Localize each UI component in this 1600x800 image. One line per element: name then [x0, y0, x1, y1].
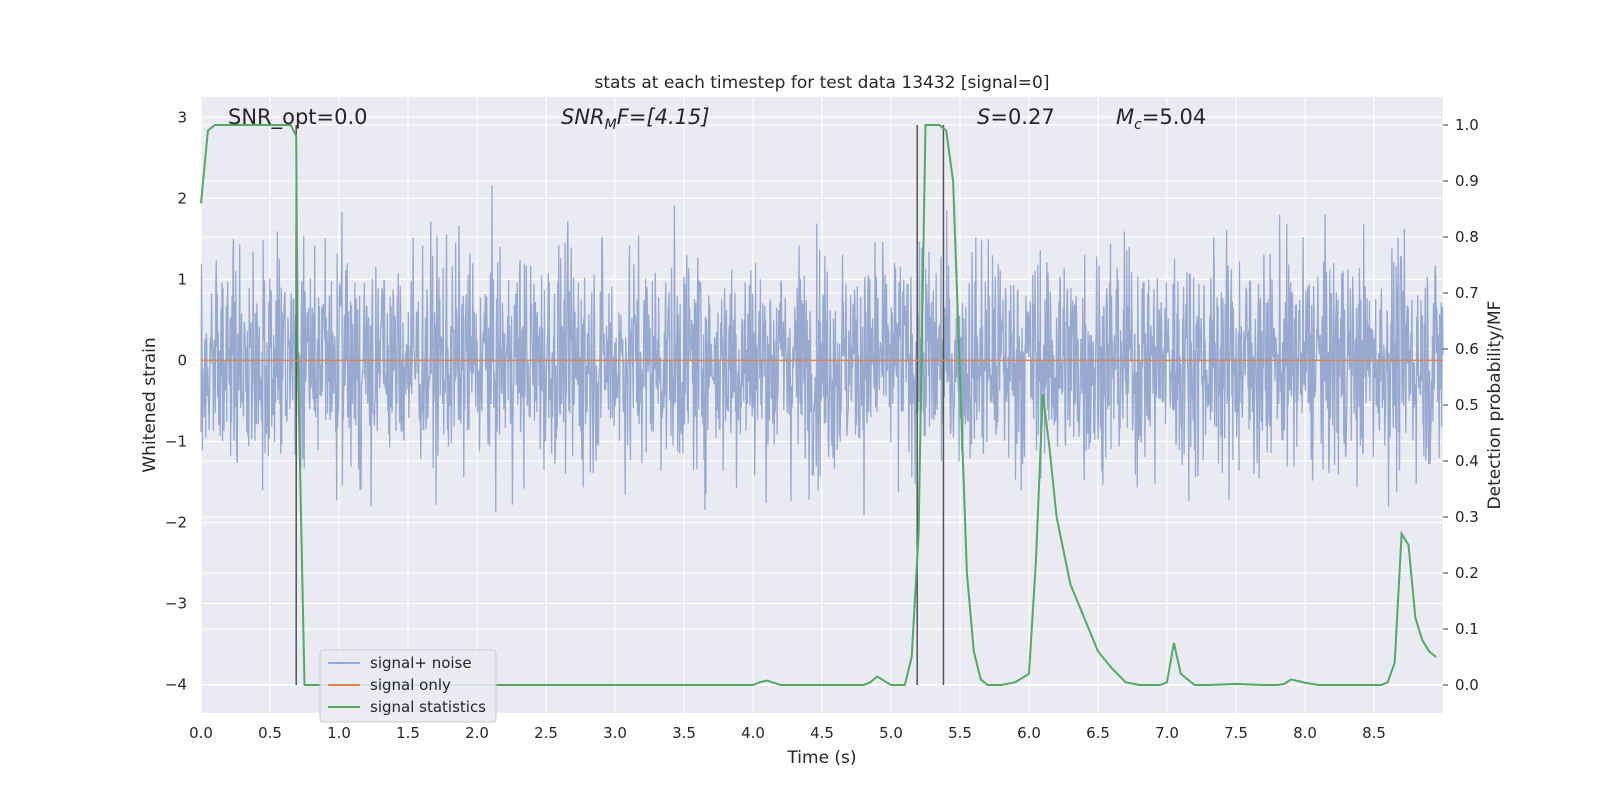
y-right-tick-label: 0.2 [1455, 564, 1479, 582]
annotation-snr-opt: SNR_opt=0.0 [228, 105, 368, 130]
y-right-tick-label: 0.7 [1455, 284, 1479, 302]
x-tick-label: 4.0 [741, 724, 765, 742]
x-tick-label: 0.0 [189, 724, 213, 742]
grid [200, 97, 1443, 713]
x-tick-label: 4.5 [810, 724, 834, 742]
x-tick-label: 6.5 [1086, 724, 1110, 742]
annotation-snr-mf-rest: F=[4.15] [617, 105, 710, 129]
annotation-mc-rest: =5.04 [1142, 105, 1206, 129]
noise-trace [200, 185, 1444, 516]
x-tick-label: 8.0 [1293, 724, 1317, 742]
y-left-tick-label: −3 [165, 595, 187, 613]
y-left-tick-label: 0 [177, 351, 187, 369]
y-right-tick-label: 0.6 [1455, 340, 1479, 358]
legend-label-signal-statistics: signal statistics [370, 698, 486, 716]
y-left-tick-label: −1 [165, 432, 187, 450]
x-tick-label: 1.0 [327, 724, 351, 742]
x-tick-label: 7.0 [1155, 724, 1179, 742]
x-tick-label: 5.0 [879, 724, 903, 742]
x-tick-label: 2.0 [465, 724, 489, 742]
x-tick-label: 7.5 [1224, 724, 1248, 742]
annotation-mc-sub: c [1134, 117, 1142, 133]
x-tick-label: 2.5 [534, 724, 558, 742]
annotation-snr-mf-sub: M [605, 117, 617, 133]
x-tick-label: 1.5 [396, 724, 420, 742]
y-right-tick-label: 1.0 [1455, 116, 1479, 134]
y-left-tick-label: −4 [165, 676, 187, 694]
x-tick-label: 0.5 [258, 724, 282, 742]
annotation-s-main: S [977, 105, 990, 129]
annotation-s: S=0.27 [977, 105, 1055, 129]
ticks: 0.0 0.5 1.0 1.5 2.0 2.5 3.0 3.5 4.0 4.5 5.0 5.5 6.0 6… [165, 108, 1479, 742]
y-left-tick-label: 2 [177, 189, 187, 207]
y-axis-label-right: Detection probability/MF [1485, 301, 1505, 510]
annotation-snr-mf-main: SNR [561, 105, 605, 129]
x-tick-label: 3.5 [672, 724, 696, 742]
annotation-snr-mf: SNRMF=[4.15] [561, 105, 710, 133]
x-axis-label: Time (s) [786, 748, 856, 768]
legend-label-signal-noise: signal+ noise [370, 654, 472, 672]
y-axis-label-left: Whitened strain [140, 337, 160, 472]
legend: signal+ noise signal only signal statist… [319, 649, 497, 723]
y-right-tick-label: 0.1 [1455, 620, 1479, 638]
annotation-mc: Mc=5.04 [1116, 105, 1206, 133]
x-tick-label: 5.5 [948, 724, 972, 742]
series-signal-noise [200, 185, 1444, 516]
y-left-tick-label: 1 [177, 270, 187, 288]
annotation-s-rest: =0.27 [990, 105, 1054, 129]
y-right-tick-label: 0.9 [1455, 172, 1479, 190]
y-right-tick-label: 0.3 [1455, 508, 1479, 526]
y-right-tick-label: 0.5 [1455, 396, 1479, 414]
legend-label-signal-only: signal only [370, 676, 451, 694]
chart-title: stats at each timestep for test data 134… [595, 73, 1050, 93]
y-right-tick-label: 0.8 [1455, 228, 1479, 246]
legend-box [319, 649, 497, 723]
x-tick-label: 3.0 [603, 724, 627, 742]
y-right-tick-label: 0.0 [1455, 676, 1479, 694]
x-tick-label: 6.0 [1017, 724, 1041, 742]
y-left-tick-label: 3 [177, 108, 187, 126]
x-tick-label: 8.5 [1362, 724, 1386, 742]
annotation-mc-main: M [1116, 105, 1134, 129]
y-left-tick-label: −2 [165, 514, 187, 532]
y-right-tick-label: 0.4 [1455, 452, 1479, 470]
